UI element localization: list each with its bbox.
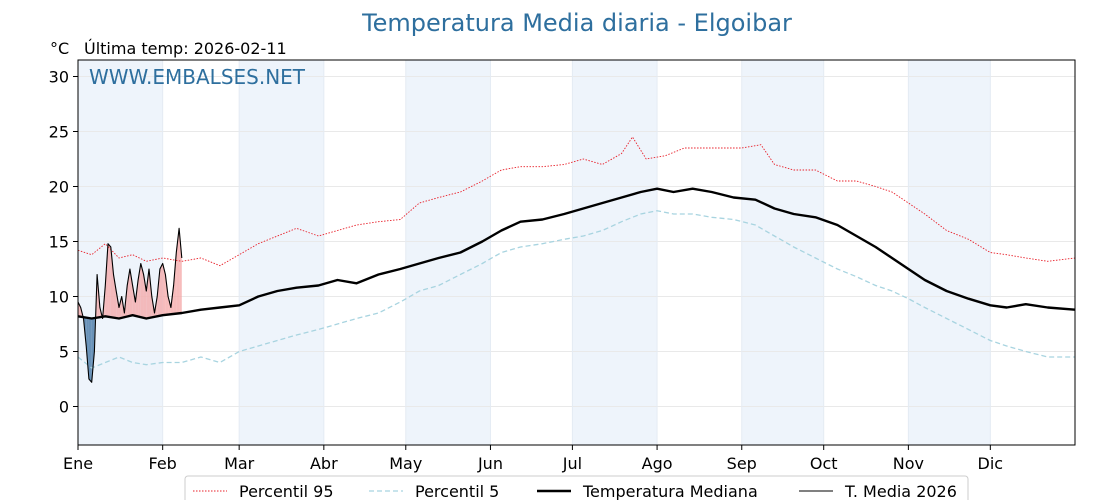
month-band (572, 60, 657, 445)
y-tick-label: 5 (59, 343, 69, 362)
anomaly-fill-below (89, 318, 92, 382)
unit-label: °C (50, 39, 69, 58)
anomaly-fill-above (160, 264, 163, 316)
month-band (239, 60, 324, 445)
month-bands (78, 60, 990, 445)
y-tick-label: 15 (49, 233, 69, 252)
anomaly-fill-above (108, 244, 111, 317)
legend-label: Percentil 5 (415, 482, 499, 500)
y-tick-label: 30 (49, 68, 69, 87)
y-tick-label: 25 (49, 123, 69, 142)
legend: Percentil 95 Percentil 5 Temperatura Media… (185, 476, 968, 500)
x-tick-label: Ago (642, 454, 673, 473)
legend-label: T. Media 2026 (844, 482, 957, 500)
x-tick-label: Jun (477, 454, 503, 473)
y-tick-label: 10 (49, 288, 69, 307)
month-band (908, 60, 990, 445)
x-tick-label: May (389, 454, 422, 473)
y-tick-label: 0 (59, 398, 69, 417)
x-tick-label: Oct (810, 454, 838, 473)
month-band (78, 60, 163, 445)
month-band (406, 60, 491, 445)
legend-label: Percentil 95 (239, 482, 334, 500)
x-tick-label: Sep (727, 454, 757, 473)
x-tick-label: Ene (63, 454, 93, 473)
x-axis-ticks: Ene Feb Mar Abr May Jun Jul Ago Sep Oct Nov Dic (63, 445, 1003, 473)
x-tick-label: Feb (149, 454, 177, 473)
x-tick-label: Abr (310, 454, 338, 473)
watermark: WWW.EMBALSES.NET (89, 65, 306, 89)
last-temp-label: Última temp: 2026-02-11 (84, 39, 287, 58)
y-tick-label: 20 (49, 178, 69, 197)
x-tick-label: Nov (893, 454, 924, 473)
x-tick-label: Jul (562, 454, 582, 473)
month-band (742, 60, 824, 445)
x-tick-label: Mar (224, 454, 255, 473)
legend-label: Temperatura Mediana (582, 482, 758, 500)
x-tick-label: Dic (978, 454, 1004, 473)
chart-title: Temperatura Media diaria - Elgoibar (361, 9, 792, 37)
y-axis-ticks: 0 5 10 15 20 25 30 (49, 68, 78, 417)
